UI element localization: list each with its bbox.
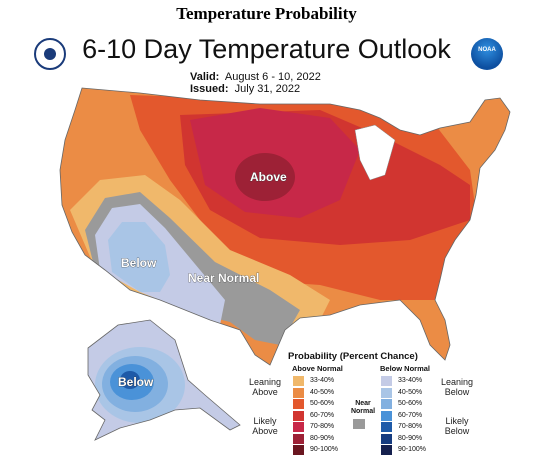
legend-above-swatch [293,399,304,409]
legend-above-range: 80-90% [310,434,335,442]
legend-below-swatch [381,422,392,432]
conus-outline [59,87,511,366]
legend-above-range: 60-70% [310,411,335,419]
legend-below-swatch [381,399,392,409]
legend-below-range: 40-50% [398,388,423,396]
legend-above-range: 40-50% [310,388,335,396]
legend-below-swatch [381,445,392,455]
legend-below-range: 90-100% [398,446,427,453]
label-below-alaska: Below [118,375,154,389]
alaska-outline [87,319,241,441]
legend-above-range: 50-60% [310,400,335,407]
legend-above-range: 33-40% [310,377,335,384]
label-below-southwest: Below [121,256,157,270]
below-40-50-area [108,222,170,292]
legend-below-swatch [381,433,392,444]
legend-title: Probability (Percent Chance) [288,351,418,362]
legend-below-swatch [381,387,392,398]
legend-above-swatch [293,376,304,386]
legend-below-range: 33-40% [398,377,423,384]
legend-leaning-below: Leaning Below [440,377,474,397]
noaa-logo-text: NOAA [478,47,496,53]
legend-above-header: Above Normal [292,364,343,373]
great-lakes [354,124,396,181]
legend-above-swatch [293,445,304,455]
valid-value: August 6 - 10, 2022 [224,71,321,83]
legend-likely-below: Likely Below [444,416,470,436]
label-above: Above [250,170,287,184]
map-title: 6-10 Day Temperature Outlook [82,34,451,64]
issued-value: July 31, 2022 [234,83,301,95]
legend-leaning-above: Leaning Above [248,377,282,397]
legend-above-swatch [293,433,304,444]
legend-likely-above: Likely Above [252,416,278,436]
legend-above-swatch [293,410,304,421]
legend-above-range: 90-100% [310,446,339,453]
issued-line: Issued: July 31, 2022 [190,83,300,95]
legend-above-range: 70-80% [310,423,335,430]
legend-below-range: 60-70% [398,411,423,419]
doc-seal-icon [34,38,66,70]
legend-near-normal-label: Near Normal [350,400,376,415]
ak-below-70-80-area [120,371,140,389]
issued-label: Issued: [190,83,229,95]
legend-below-swatch [381,376,392,386]
legend-below-swatch [381,410,392,421]
above-80-90-area [235,153,295,201]
valid-line: Valid: August 6 - 10, 2022 [190,71,321,83]
legend-below-range: 70-80% [398,423,423,430]
legend-below-range: 80-90% [398,434,423,442]
valid-label: Valid: [190,71,220,83]
legend-below-range: 50-60% [398,400,423,407]
legend-below-header: Below Normal [380,364,431,373]
page-heading: Temperature Probability [176,4,357,23]
legend-above-swatch [293,387,304,398]
legend-near-normal-swatch [353,419,365,429]
label-near-normal: Near Normal [188,271,259,285]
legend-above-swatch [293,422,304,432]
noaa-logo-icon: NOAA [471,38,503,70]
